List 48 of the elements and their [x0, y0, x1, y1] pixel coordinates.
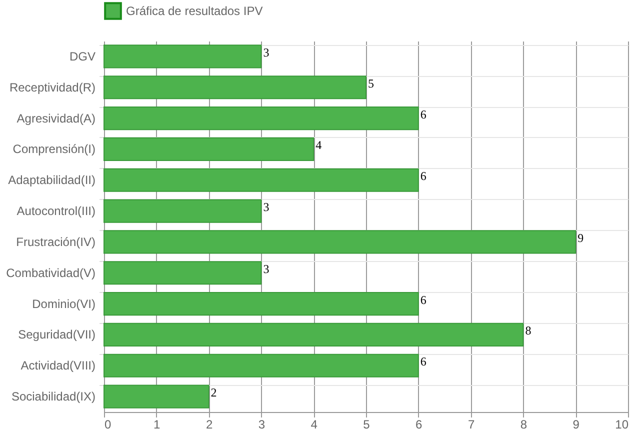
y-tick-label: Seguridad(VII) [18, 328, 96, 342]
data-label: 5 [368, 76, 374, 90]
data-label: 8 [525, 324, 532, 338]
x-tick-label: 3 [258, 418, 266, 431]
x-tick-label: 1 [154, 418, 161, 431]
y-tick-label: Dominio(VI) [32, 296, 96, 311]
x-tick-label: 9 [572, 418, 580, 431]
bar [104, 322, 524, 346]
data-label: 2 [210, 386, 217, 400]
y-tick-label: Actividad(VIII) [20, 358, 96, 373]
bar [104, 44, 262, 68]
y-tick-label: Frustración(IV) [16, 234, 96, 249]
x-tick-label: 8 [520, 418, 528, 431]
y-tick-label: Adaptabilidad(II) [8, 173, 96, 188]
bar [104, 106, 419, 130]
bar [104, 76, 366, 100]
y-tick-label: Autocontrol(III) [16, 204, 96, 218]
data-label: 3 [263, 262, 270, 276]
y-tick-label: Sociabilidad(IX) [11, 390, 96, 404]
x-tick-label: 2 [206, 418, 213, 431]
data-label: 6 [420, 107, 426, 122]
data-label: 6 [420, 169, 426, 184]
y-tick-label: Receptividad(R) [9, 80, 96, 94]
data-label: 6 [420, 292, 426, 307]
data-label: 6 [420, 354, 426, 369]
data-label: 9 [578, 230, 584, 245]
x-tick-label: 0 [104, 418, 112, 431]
x-tick-label: 5 [363, 418, 370, 431]
data-label: 3 [263, 45, 270, 60]
bar [104, 261, 262, 285]
y-tick-label: Comprensión(I) [12, 142, 96, 156]
bar [104, 354, 419, 378]
y-tick-label: Agresividad(A) [16, 111, 96, 126]
legend-label: Gráfica de resultados IPV [126, 4, 263, 18]
bar [104, 168, 419, 192]
data-label: 4 [316, 138, 322, 152]
x-tick-label: 4 [310, 418, 318, 431]
bar [104, 199, 262, 223]
x-tick-label: 10 [615, 418, 629, 431]
bar [104, 384, 210, 408]
bar [104, 230, 576, 254]
bar [104, 292, 419, 316]
y-tick-label: Combatividad(V) [6, 266, 96, 280]
bar [104, 137, 314, 161]
data-label: 3 [263, 200, 270, 214]
x-tick-label: 7 [468, 418, 475, 431]
x-tick-label: 6 [416, 418, 423, 431]
y-tick-label: DGV [69, 49, 96, 64]
